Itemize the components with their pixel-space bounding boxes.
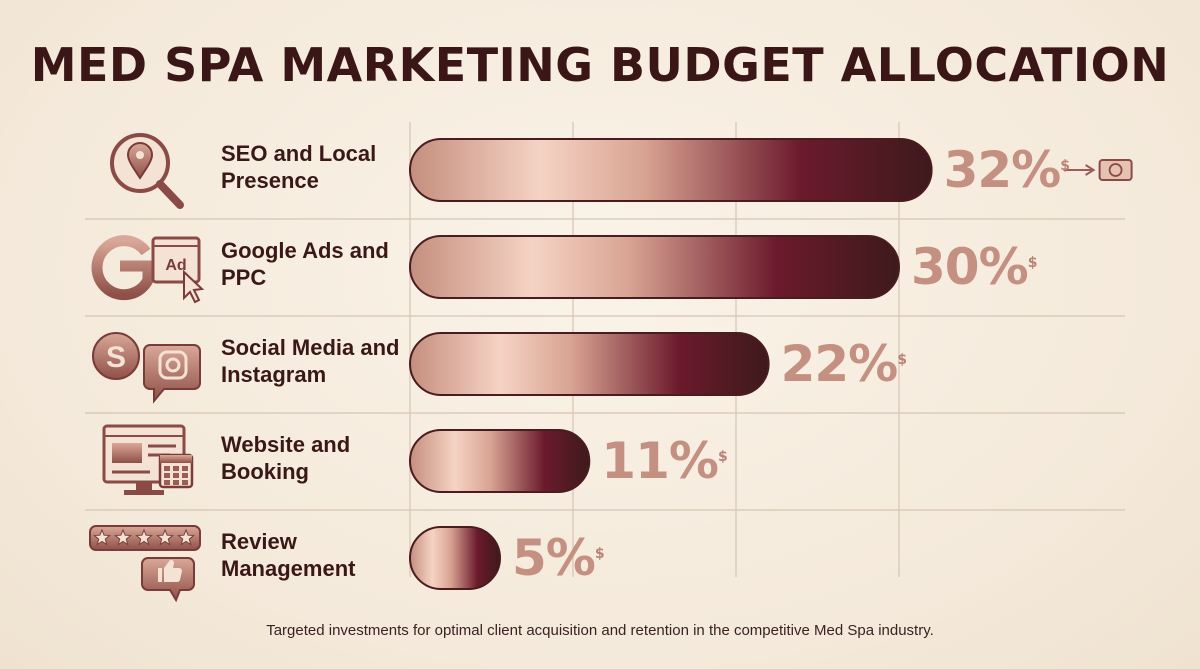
svg-text:S: S — [106, 341, 126, 374]
value-label-text: 22% — [780, 335, 899, 393]
category-label: SEO and Local Presence — [221, 141, 377, 193]
value-label-text: 5% — [512, 529, 596, 587]
value-label-text: 11% — [601, 432, 719, 490]
dollar-sign: $ — [594, 546, 605, 562]
instagram-chat-icon — [143, 344, 201, 404]
ad-click-icon: Ad — [151, 236, 205, 304]
bar-group — [409, 235, 900, 299]
bar-group — [409, 429, 591, 493]
bar — [409, 429, 591, 493]
location-search-icon — [110, 133, 184, 209]
bar-group — [409, 332, 770, 396]
bar — [409, 138, 933, 202]
value-label: 5%$ — [512, 533, 605, 583]
thumbs-up-icon — [141, 557, 195, 603]
bar — [409, 332, 770, 396]
bar-group — [409, 138, 933, 202]
google-g-icon — [91, 235, 154, 301]
category-label: Website and Booking — [221, 432, 351, 484]
chart-footnote: Targeted investments for optimal client … — [266, 622, 934, 639]
bar — [409, 235, 900, 299]
five-stars-icon — [89, 525, 201, 551]
category-label: Google Ads and PPC — [221, 238, 389, 290]
bar-group — [409, 526, 501, 590]
value-label-text: 32% — [943, 141, 1062, 199]
arrow-money-icon — [1063, 159, 1133, 181]
dollar-sign: $ — [717, 449, 728, 465]
dollar-sign: $ — [1060, 158, 1071, 174]
dollar-sign: $ — [897, 352, 908, 368]
value-label: 32%$ — [944, 145, 1070, 195]
calendar-icon — [158, 453, 194, 489]
value-label: 30%$ — [911, 242, 1037, 292]
category-label: Social Media and Instagram — [221, 335, 400, 387]
svg-text:Ad: Ad — [165, 257, 186, 274]
skype-icon: S — [92, 332, 140, 380]
chart-title: MED SPA MARKETING BUDGET ALLOCATION — [30, 38, 1170, 92]
dollar-sign: $ — [1027, 255, 1038, 271]
category-label: Review Management — [221, 529, 356, 581]
value-label: 22%$ — [781, 339, 907, 389]
bar — [409, 526, 501, 590]
value-label: 11%$ — [601, 436, 727, 486]
value-label-text: 30% — [911, 238, 1029, 296]
